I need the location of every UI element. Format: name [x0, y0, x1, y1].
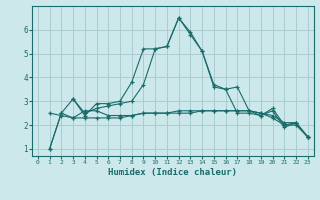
X-axis label: Humidex (Indice chaleur): Humidex (Indice chaleur)	[108, 168, 237, 177]
